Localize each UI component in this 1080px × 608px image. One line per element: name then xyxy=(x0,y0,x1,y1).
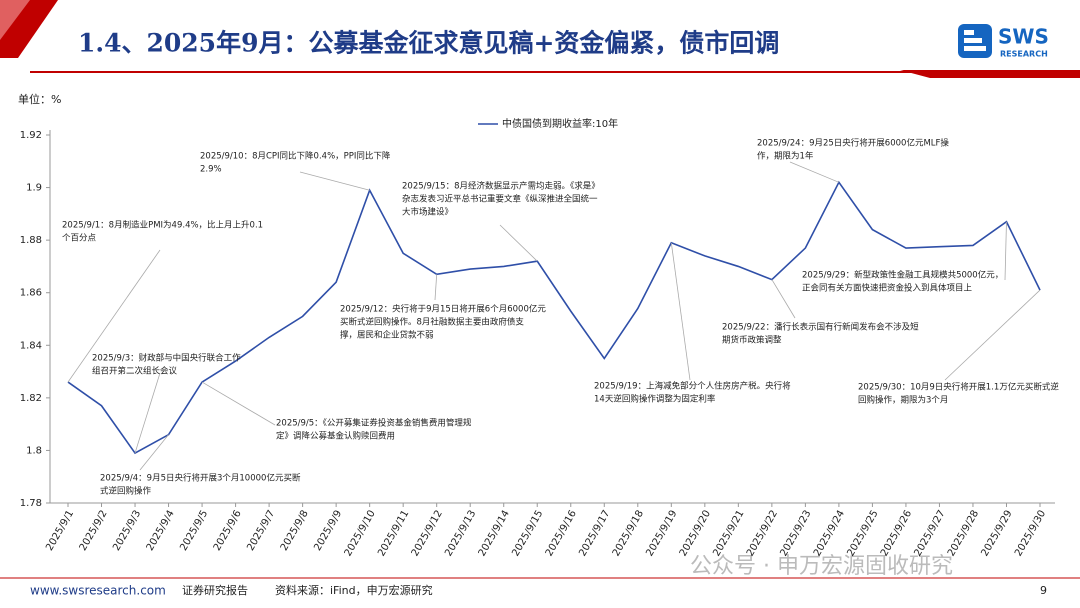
y-tick-label: 1.88 xyxy=(20,235,42,246)
annotation-leader xyxy=(434,274,438,301)
x-tick-label: 2025/9/1 xyxy=(44,509,76,553)
x-tick-label: 2025/9/15 xyxy=(510,509,545,559)
annotation-leader xyxy=(299,171,370,191)
header-rule-accent xyxy=(900,70,1080,78)
y-tick-label: 1.78 xyxy=(20,498,42,509)
annotation-text: 14天逆回购操作调整为固定利率 xyxy=(594,394,716,405)
annotation-text: 2025/9/3：财政部与中国央行联合工作 xyxy=(92,353,241,364)
x-tick-label: 2025/9/7 xyxy=(245,509,277,553)
x-tick-label: 2025/9/24 xyxy=(812,509,847,559)
annotation-text: 撑，居民和企业贷款不弱 xyxy=(340,330,434,341)
y-tick-label: 1.84 xyxy=(20,340,42,351)
annotation-text: 2.9% xyxy=(200,165,222,175)
legend-label: 中债国债到期收益率:10年 xyxy=(502,117,618,130)
annotation-text: 2025/9/29：新型政策性金融工具规模共5000亿元， xyxy=(802,270,1003,281)
annotation-text: 回购操作，期限为3个月 xyxy=(858,395,948,406)
logo-text: SWS xyxy=(998,25,1049,49)
x-tick-label: 2025/9/21 xyxy=(711,509,746,559)
x-tick-label: 2025/9/9 xyxy=(312,509,344,553)
x-tick-label: 2025/9/12 xyxy=(410,509,445,559)
y-unit: 单位：% xyxy=(18,92,61,106)
annotation-text: 作，期限为1年 xyxy=(757,151,814,162)
annotation-text: 2025/9/19：上海减免部分个人住房房产税。央行将 xyxy=(594,381,791,392)
x-tick-label: 2025/9/4 xyxy=(145,509,177,553)
x-tick-label: 2025/9/30 xyxy=(1013,509,1048,559)
x-tick-label: 2025/9/10 xyxy=(343,509,378,559)
annotation-leader xyxy=(771,279,796,319)
x-tick-label: 2025/9/14 xyxy=(477,508,512,558)
annotation-leader xyxy=(134,372,161,454)
annotation-text: 2025/9/22：潘行长表示国有行新闻发布会不涉及短 xyxy=(722,322,919,333)
y-tick-label: 1.9 xyxy=(26,183,42,194)
footer-site: www.swsresearch.com xyxy=(30,584,166,598)
annotation-text: 杂志发表习近平总书记重要文章《纵深推进全国统一 xyxy=(402,194,598,205)
slide-title: 1.4、2025年9月：公募基金征求意见稿+资金偏紧，债市回调 xyxy=(78,29,779,58)
x-tick-label: 2025/9/6 xyxy=(212,509,244,553)
footer-report: 证券研究报告 xyxy=(182,583,248,597)
y-tick-label: 1.82 xyxy=(20,393,42,404)
annotation-leader xyxy=(944,289,1041,381)
y-tick-label: 1.92 xyxy=(20,130,42,141)
x-tick-label: 2025/9/17 xyxy=(577,509,612,559)
x-tick-label: 2025/9/28 xyxy=(946,509,981,559)
annotation-text: 2025/9/5：《公开募集证券投资基金销售费用管理规 xyxy=(276,418,472,429)
x-tick-label: 2025/9/11 xyxy=(376,509,411,559)
annotation-leader xyxy=(139,434,169,471)
page-number: 9 xyxy=(1040,584,1047,597)
annotation-text: 2025/9/15：8月经济数据显示产需均走弱。《求是》 xyxy=(402,181,600,192)
x-tick-label: 2025/9/22 xyxy=(745,509,780,559)
y-tick-label: 1.8 xyxy=(26,445,42,456)
y-tick-label: 1.86 xyxy=(20,288,42,299)
annotation-text: 期货币政策调整 xyxy=(722,335,782,346)
annotation-text: 2025/9/24：9月25日央行将开展6000亿元MLF操 xyxy=(757,138,949,149)
x-tick-label: 2025/9/8 xyxy=(279,509,311,553)
x-tick-label: 2025/9/18 xyxy=(611,509,646,559)
x-tick-label: 2025/9/16 xyxy=(544,509,579,559)
annotation-text: 2025/9/12：央行将于9月15日将开展6个月6000亿元 xyxy=(340,304,546,315)
x-tick-label: 2025/9/23 xyxy=(778,509,813,559)
x-tick-label: 2025/9/19 xyxy=(644,509,679,559)
x-tick-label: 2025/9/20 xyxy=(678,509,713,559)
annotation-text: 大市场建设》 xyxy=(402,207,453,218)
annotation-text: 2025/9/30：10月9日央行将开展1.1万亿元买断式逆 xyxy=(858,382,1059,393)
x-tick-label: 2025/9/27 xyxy=(912,509,947,559)
annotation-leader xyxy=(67,249,161,383)
header-accent-light xyxy=(0,0,30,40)
data-line xyxy=(67,180,1041,455)
annotation-leader xyxy=(499,224,538,262)
annotation-leader xyxy=(789,161,840,183)
annotation-text: 组召开第二次组长会议 xyxy=(92,366,178,377)
x-tick-label: 2025/9/25 xyxy=(845,509,880,559)
x-tick-label: 2025/9/26 xyxy=(879,509,914,559)
x-tick-label: 2025/9/2 xyxy=(78,509,110,553)
logo-icon-part xyxy=(964,30,974,35)
x-tick-label: 2025/9/5 xyxy=(178,509,210,553)
annotation-text: 个百分点 xyxy=(62,234,97,244)
annotation-text: 正会同有关方面快速把资金投入到具体项目上 xyxy=(802,283,973,294)
x-tick-label: 2025/9/3 xyxy=(111,509,143,553)
annotation-text: 2025/9/1：8月制造业PMI为49.4%，比上月上升0.1 xyxy=(62,220,263,231)
annotation-text: 定》调降公募基金认购赎回费用 xyxy=(276,431,395,442)
annotation-text: 买断式逆回购操作。8月社融数据主要由政府债支 xyxy=(340,317,524,328)
watermark: 公众号 · 申万宏源固收研究 xyxy=(690,554,953,579)
annotation-text: 式逆回购操作 xyxy=(100,486,152,497)
annotation-text: 2025/9/4：9月5日央行将开展3个月10000亿元买断 xyxy=(100,473,301,484)
annotation-leader xyxy=(1004,221,1007,281)
x-tick-label: 2025/9/13 xyxy=(443,509,478,559)
logo-icon-part xyxy=(964,38,982,43)
x-tick-label: 2025/9/29 xyxy=(980,509,1015,559)
logo-subtext: RESEARCH xyxy=(1000,50,1048,59)
annotation-leader xyxy=(201,381,276,426)
footer-source: 资料来源：iFind，申万宏源研究 xyxy=(275,583,433,597)
annotation-leader xyxy=(670,242,691,381)
logo-icon-part xyxy=(964,46,986,51)
annotation-text: 2025/9/10：8月CPI同比下降0.4%，PPI同比下降 xyxy=(200,151,391,162)
